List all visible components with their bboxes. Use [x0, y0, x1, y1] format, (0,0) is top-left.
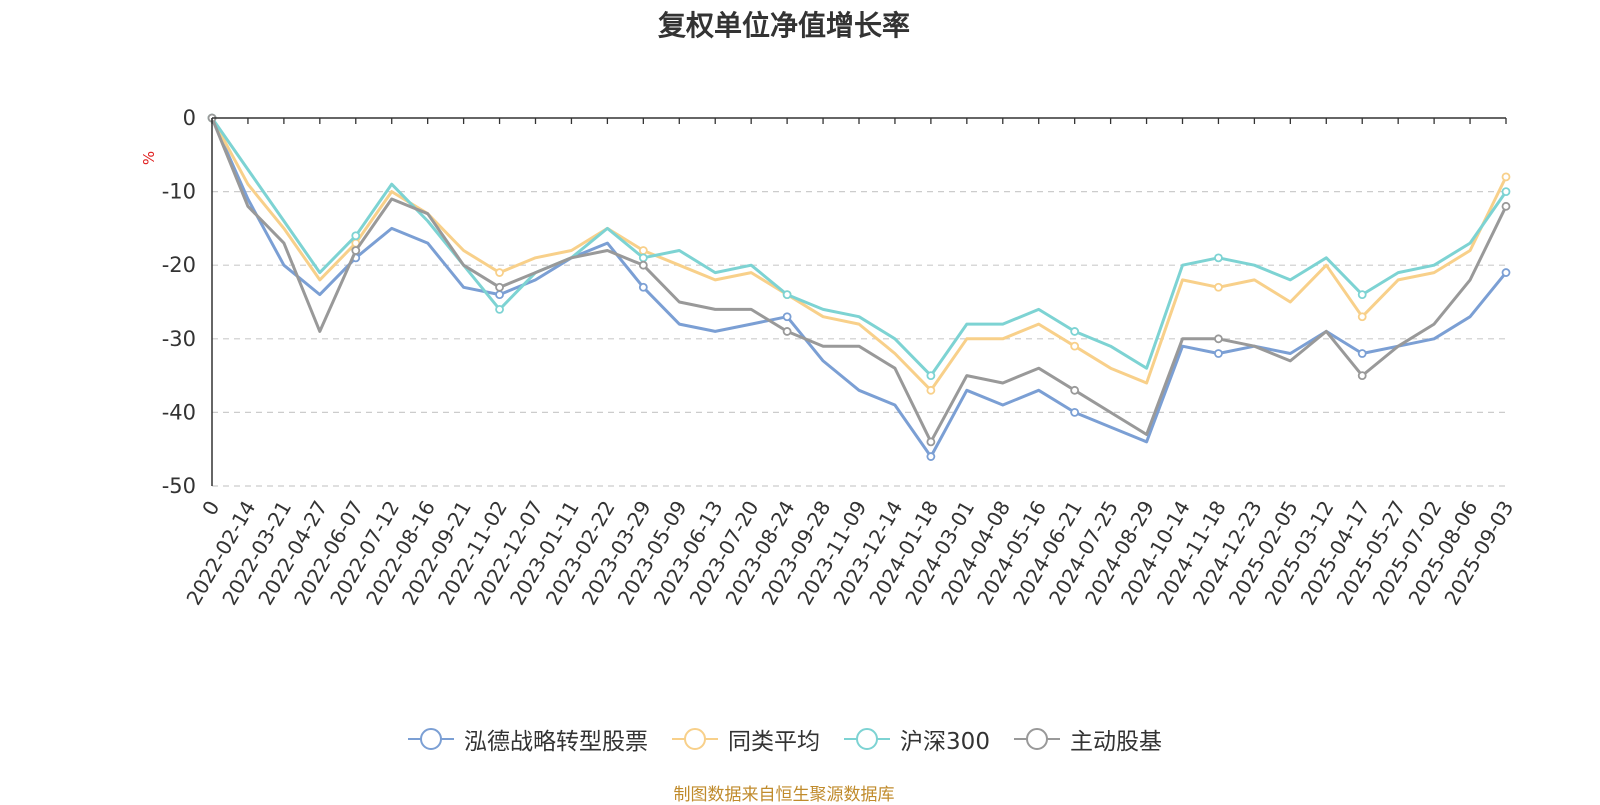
- series-point: [782, 312, 792, 322]
- legend-item[interactable]: 泓德战略转型股票: [406, 722, 648, 756]
- series-point: [1214, 349, 1223, 358]
- series-point: [1214, 334, 1223, 344]
- series-line: [210, 117, 1508, 444]
- series-point: [1357, 312, 1367, 322]
- legend-item[interactable]: 主动股基: [1012, 722, 1162, 756]
- series-point: [1501, 172, 1511, 182]
- series-point: [638, 253, 648, 263]
- series-point: [1501, 201, 1511, 211]
- series-point: [1070, 385, 1080, 395]
- legend-item[interactable]: 沪深300: [842, 722, 990, 756]
- series-point: [495, 304, 504, 314]
- y-tick-label: -30: [162, 327, 196, 351]
- series-point: [926, 452, 936, 461]
- y-axis-label: %: [140, 151, 158, 165]
- series-point: [1070, 407, 1080, 417]
- grid-layer: [212, 191, 1506, 487]
- source-note: 制图数据来自恒生聚源数据库: [673, 785, 895, 805]
- series-point: [495, 282, 504, 292]
- series-point: [1357, 349, 1367, 358]
- legend-swatch-icon: [672, 728, 719, 750]
- series-line: [210, 117, 1508, 392]
- y-tick-label: -50: [162, 474, 196, 498]
- series-point: [351, 231, 361, 241]
- series-line: [210, 117, 1508, 459]
- x-tick-label: 0: [197, 497, 224, 520]
- series-point: [926, 371, 936, 381]
- series-point: [1357, 371, 1367, 381]
- legend-label: 主动股基: [1069, 729, 1162, 755]
- series-point: [351, 246, 361, 255]
- series-point: [638, 246, 648, 255]
- y-tick-label: -20: [162, 253, 196, 277]
- legend-label: 泓德战略转型股票: [464, 729, 649, 755]
- series-point: [495, 268, 504, 277]
- chart-title: 复权单位净值增长率: [657, 9, 910, 42]
- series-point: [1501, 187, 1511, 197]
- legend-item[interactable]: 同类平均: [670, 722, 820, 756]
- series-point: [1501, 268, 1511, 277]
- series-point: [1214, 282, 1223, 292]
- legend-swatch-icon: [408, 728, 455, 750]
- series-point: [926, 437, 936, 447]
- axis-layer: 0-10-20-30-40-50%02022-02-142022-03-2120…: [140, 106, 1518, 609]
- legend-label: 沪深300: [900, 729, 990, 755]
- series-point: [638, 260, 648, 270]
- legend-swatch-icon: [844, 728, 891, 750]
- y-tick-label: -40: [162, 400, 196, 424]
- series-point: [638, 282, 648, 292]
- series-point: [1357, 290, 1367, 300]
- series-layer: [207, 113, 1511, 461]
- series-point: [782, 290, 792, 300]
- line-chart: 0-10-20-30-40-50%02022-02-142022-03-2120…: [140, 106, 1518, 609]
- y-tick-label: -10: [162, 180, 196, 204]
- legend: 泓德战略转型股票 同类平均 沪深300 主动股基: [0, 722, 1568, 756]
- series-point: [1214, 253, 1223, 263]
- series-point: [1070, 327, 1080, 336]
- series-point: [495, 290, 504, 300]
- y-tick-label: 0: [183, 106, 196, 130]
- series-point: [782, 327, 792, 336]
- series-line: [210, 117, 1508, 378]
- legend-swatch-icon: [1013, 728, 1060, 750]
- series-point: [1070, 341, 1080, 351]
- series-point: [926, 385, 936, 395]
- legend-label: 同类平均: [728, 729, 821, 755]
